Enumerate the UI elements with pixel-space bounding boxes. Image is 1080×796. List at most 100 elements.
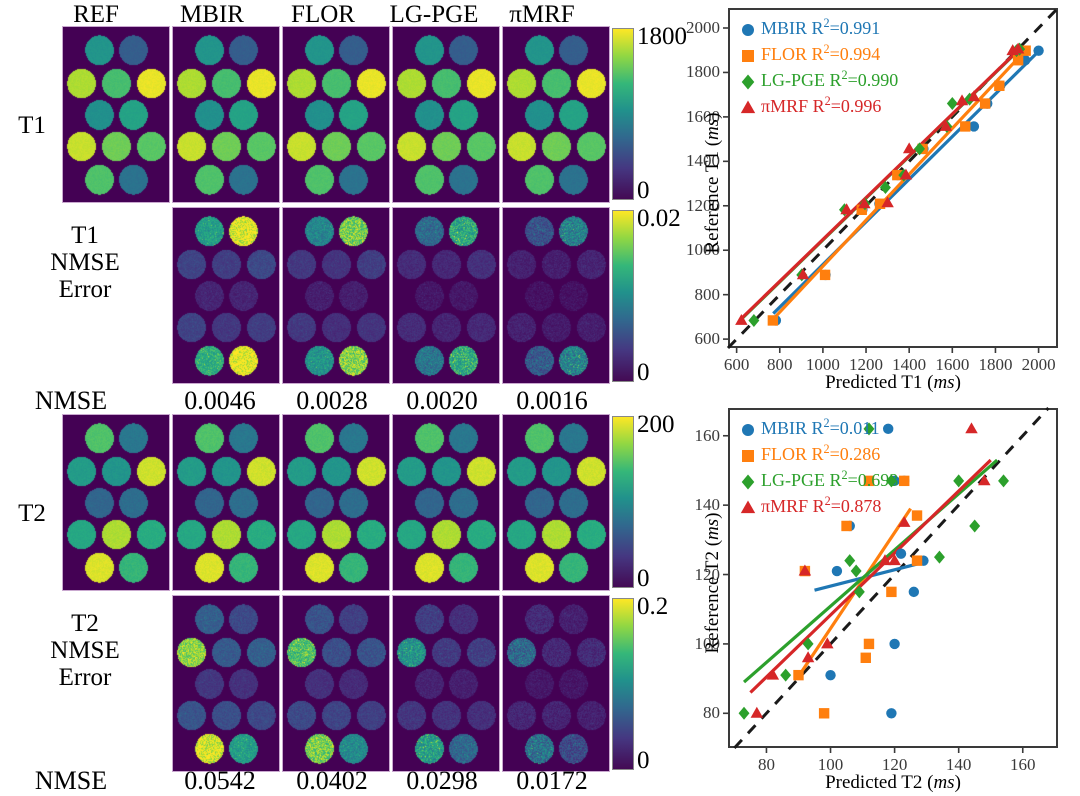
panel-t1-pimrf [502, 26, 610, 203]
legend-label: FLOR R2=0.286 [761, 442, 881, 464]
legend-item-flor: FLOR R2=0.994 [738, 42, 880, 65]
y-tick-label: 140 [694, 495, 721, 515]
t1-yaxis-label-unit: (ms) [702, 112, 723, 147]
x-tick-label: 1800 [978, 355, 1013, 374]
colorbar-t1-error-min: 0 [637, 359, 650, 386]
data-point [738, 706, 750, 720]
nmse-t1-lgpge: 0.0020 [406, 386, 478, 415]
data-point [844, 554, 856, 568]
panel-t1-ref [62, 26, 170, 203]
phantom-image [503, 415, 609, 590]
column-header-flor: FLOR [291, 1, 355, 28]
data-point [881, 196, 894, 208]
phantom-error-image [393, 596, 499, 771]
phantom-image [503, 27, 609, 202]
x-tick-label: 600 [723, 355, 750, 374]
colorbar-t2-error [612, 598, 634, 770]
data-point [979, 98, 991, 109]
colorbar-t1-map-min: 0 [637, 177, 650, 204]
legend-item-flor: FLOR R2=0.286 [738, 442, 880, 465]
legend-marker [742, 23, 754, 36]
y-tick-label: 600 [694, 329, 721, 349]
data-point [911, 555, 923, 566]
panel-t2-pimrf [502, 414, 610, 591]
data-point [825, 669, 836, 681]
data-point [960, 121, 971, 132]
data-point [888, 554, 901, 566]
legend-label: MBIR R2=0.991 [761, 16, 881, 38]
panel-t1err-flor [282, 207, 390, 384]
data-point [899, 475, 910, 487]
row-label-t2-error-line1: T2 [71, 610, 99, 637]
t2-yaxis-label-unit: (ms) [702, 512, 723, 547]
phantom-image [63, 27, 169, 202]
nmse-t2-lgpge: 0.0298 [406, 766, 478, 795]
panel-t2-mbir [172, 414, 280, 591]
data-point [742, 23, 754, 36]
colorbar-t2-map-min: 0 [637, 565, 650, 592]
y-tick-label: 160 [694, 425, 721, 445]
column-header-lgpge: LG-PGE [389, 1, 479, 28]
colorbar-t2-map-max: 200 [637, 411, 675, 438]
data-point [863, 475, 875, 487]
phantom-error-image [283, 596, 389, 771]
y-tick-label: 100 [694, 633, 721, 653]
data-point [908, 586, 920, 598]
data-point [1020, 45, 1031, 56]
data-point [841, 520, 852, 532]
data-point [831, 565, 843, 577]
x-tick-label: 140 [945, 755, 972, 774]
legend-item-mrf: πMRF R2=0.878 [738, 494, 881, 517]
data-point [911, 510, 923, 521]
legend-label: MBIR R2=0.011 [761, 416, 880, 438]
colorbar-t1-error [612, 210, 634, 382]
nmse-t1-mbir: 0.0046 [184, 386, 256, 415]
phantom-image [393, 415, 499, 590]
phantom-error-image [503, 596, 609, 771]
panel-t1-flor [282, 26, 390, 203]
y-tick-label: 1000 [686, 240, 720, 260]
column-header-ref: REF [73, 1, 119, 28]
t2-plot-axes [728, 408, 1058, 748]
t2-yaxis-label: Reference T2 (ms) [702, 483, 724, 683]
t1-xaxis-label-main: Predicted T1 [825, 372, 923, 393]
fit-line-flor [769, 48, 1028, 323]
fit-line-lg-pge [742, 458, 999, 684]
panel-t2-ref [62, 414, 170, 591]
data-point [886, 708, 897, 719]
fit-line-πmrf [749, 458, 992, 694]
colorbar-t2-error-max: 0.2 [637, 593, 669, 620]
t1-yaxis-label-main: Reference T1 [702, 151, 723, 254]
phantom-error-image [283, 208, 389, 383]
x-tick-label: 1200 [849, 355, 884, 374]
chart-t1-scatter: 600 800 1000 1200 1400 1600 1800 2000 600 800 1000… [686, 4, 1080, 396]
data-point [998, 474, 1009, 488]
data-point [856, 204, 867, 215]
data-point [742, 49, 754, 62]
x-tick-label: 1600 [935, 355, 970, 374]
y-tick-label: 1400 [686, 151, 720, 171]
data-point [780, 668, 792, 682]
row-label-t1-error-line1: T1 [71, 222, 99, 249]
panel-t1-mbir [172, 26, 280, 203]
data-point [914, 142, 925, 156]
legend-marker [741, 74, 755, 90]
nmse-label-t1: NMSE [34, 386, 108, 415]
t2-yaxis-label-main: Reference T2 [702, 551, 723, 654]
data-point [741, 74, 755, 90]
colorbar-t2-map [612, 416, 634, 588]
legend-marker [742, 49, 754, 62]
data-point [818, 708, 830, 719]
data-point [886, 586, 897, 598]
panel-t1err-mbir [172, 207, 280, 384]
row-label-t2-error-line3: Error [58, 664, 112, 691]
data-point [821, 637, 834, 649]
data-point [735, 313, 748, 325]
data-point [802, 637, 814, 651]
data-point [798, 564, 812, 576]
data-point [850, 564, 862, 578]
t1-plot-canvas [723, 6, 1060, 353]
legend-marker [741, 474, 755, 490]
data-point [819, 269, 831, 281]
